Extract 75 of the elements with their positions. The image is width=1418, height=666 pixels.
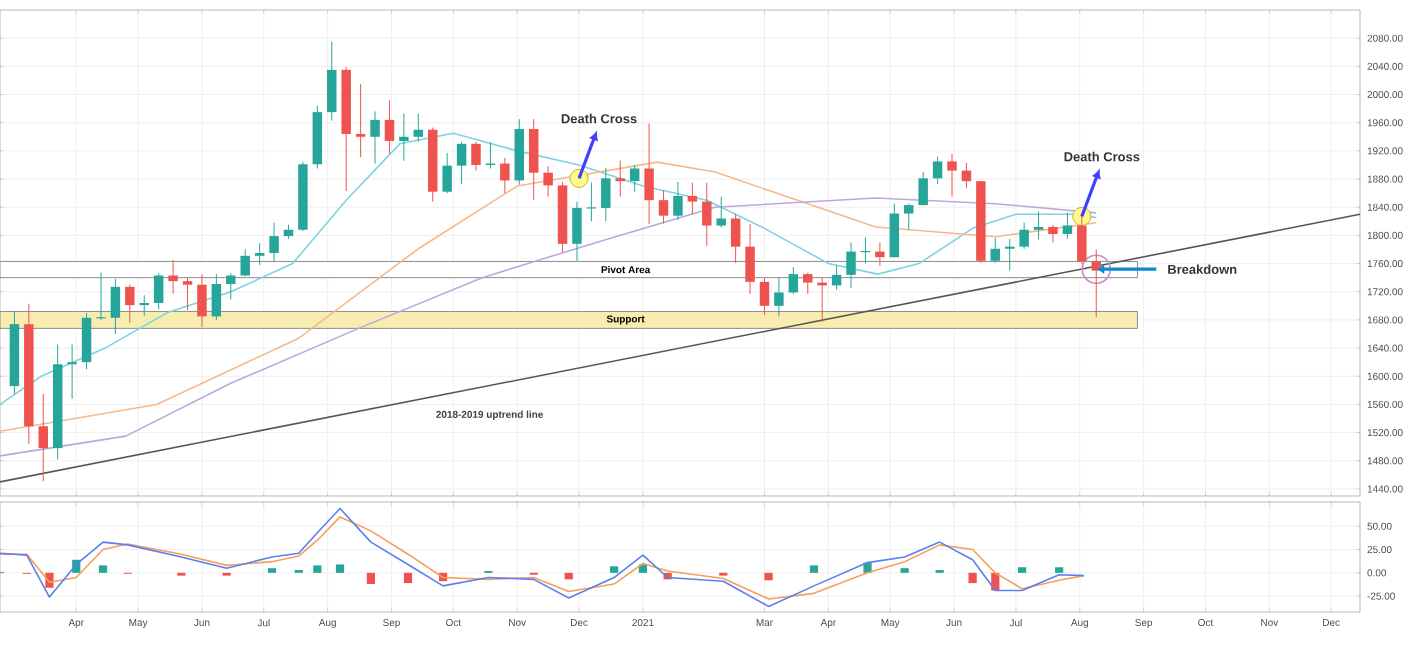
- candlestick: [658, 189, 669, 224]
- candlestick: [947, 153, 957, 198]
- candlestick: [629, 164, 640, 193]
- candlestick: [831, 264, 842, 291]
- bar: [98, 565, 108, 573]
- candlestick: [384, 99, 395, 155]
- bar: [403, 572, 413, 584]
- candlestick: [370, 110, 380, 165]
- candlestick: [673, 181, 683, 221]
- candlestick: [211, 273, 222, 321]
- candlestick: [788, 266, 799, 295]
- candlestick: [1062, 212, 1073, 240]
- candlestick: [601, 167, 611, 222]
- candlestick: [716, 196, 726, 229]
- candlestick: [774, 277, 784, 317]
- line-series: [0, 161, 1098, 432]
- candlestick: [254, 242, 265, 266]
- candlestick: [182, 277, 193, 311]
- candlestick: [586, 182, 597, 222]
- line-series: [0, 132, 1098, 406]
- candlestick: [269, 222, 279, 262]
- candlestick: [961, 162, 972, 189]
- candlestick: [355, 83, 366, 158]
- candlestick: [1019, 222, 1029, 250]
- candlestick: [903, 203, 914, 231]
- candlestick: [442, 152, 452, 194]
- candlestick: [226, 272, 236, 300]
- bar: [335, 564, 345, 573]
- candlestick: [240, 248, 250, 277]
- candlestick: [889, 203, 900, 258]
- bar: [366, 572, 376, 585]
- candlestick: [615, 160, 625, 198]
- candlestick: [471, 141, 481, 172]
- candlestick: [327, 41, 337, 122]
- candlestick: [528, 118, 539, 201]
- candlestick: [38, 393, 49, 482]
- candlestick: [644, 122, 654, 225]
- candlestick: [168, 259, 178, 295]
- candlestick: [1077, 212, 1087, 265]
- bar: [809, 565, 819, 573]
- candlestick: [139, 294, 149, 317]
- candlestick: [730, 213, 741, 264]
- candlestick: [846, 241, 856, 289]
- candlestick: [153, 272, 164, 310]
- candlestick: [572, 201, 582, 262]
- bar: [609, 566, 619, 573]
- candlestick: [413, 113, 424, 143]
- candlestick: [500, 157, 510, 194]
- candlestick: [875, 241, 885, 267]
- candlestick: [95, 272, 107, 321]
- candlestick: [702, 182, 712, 247]
- candlestick: [990, 237, 1001, 264]
- candlestick: [759, 277, 770, 316]
- candlestick: [399, 113, 409, 162]
- candlestick: [1048, 224, 1058, 243]
- candlestick: [543, 165, 553, 198]
- line-series: [0, 197, 1098, 457]
- candlestick: [456, 141, 467, 185]
- candlestick: [125, 284, 135, 324]
- bar: [1017, 567, 1027, 573]
- bar: [313, 565, 322, 573]
- bar: [968, 572, 977, 584]
- candlestick: [197, 273, 207, 328]
- bar: [764, 572, 773, 581]
- candlestick: [932, 156, 943, 185]
- candlestick: [81, 312, 92, 370]
- candlestick: [745, 223, 755, 295]
- candlestick: [110, 278, 121, 335]
- candlestick: [687, 182, 698, 215]
- candlestick: [1033, 210, 1044, 241]
- candlestick: [918, 171, 928, 206]
- bar: [1055, 567, 1064, 573]
- candlestick: [1004, 238, 1015, 272]
- candlestick: [803, 272, 813, 295]
- candlestick: [67, 344, 77, 400]
